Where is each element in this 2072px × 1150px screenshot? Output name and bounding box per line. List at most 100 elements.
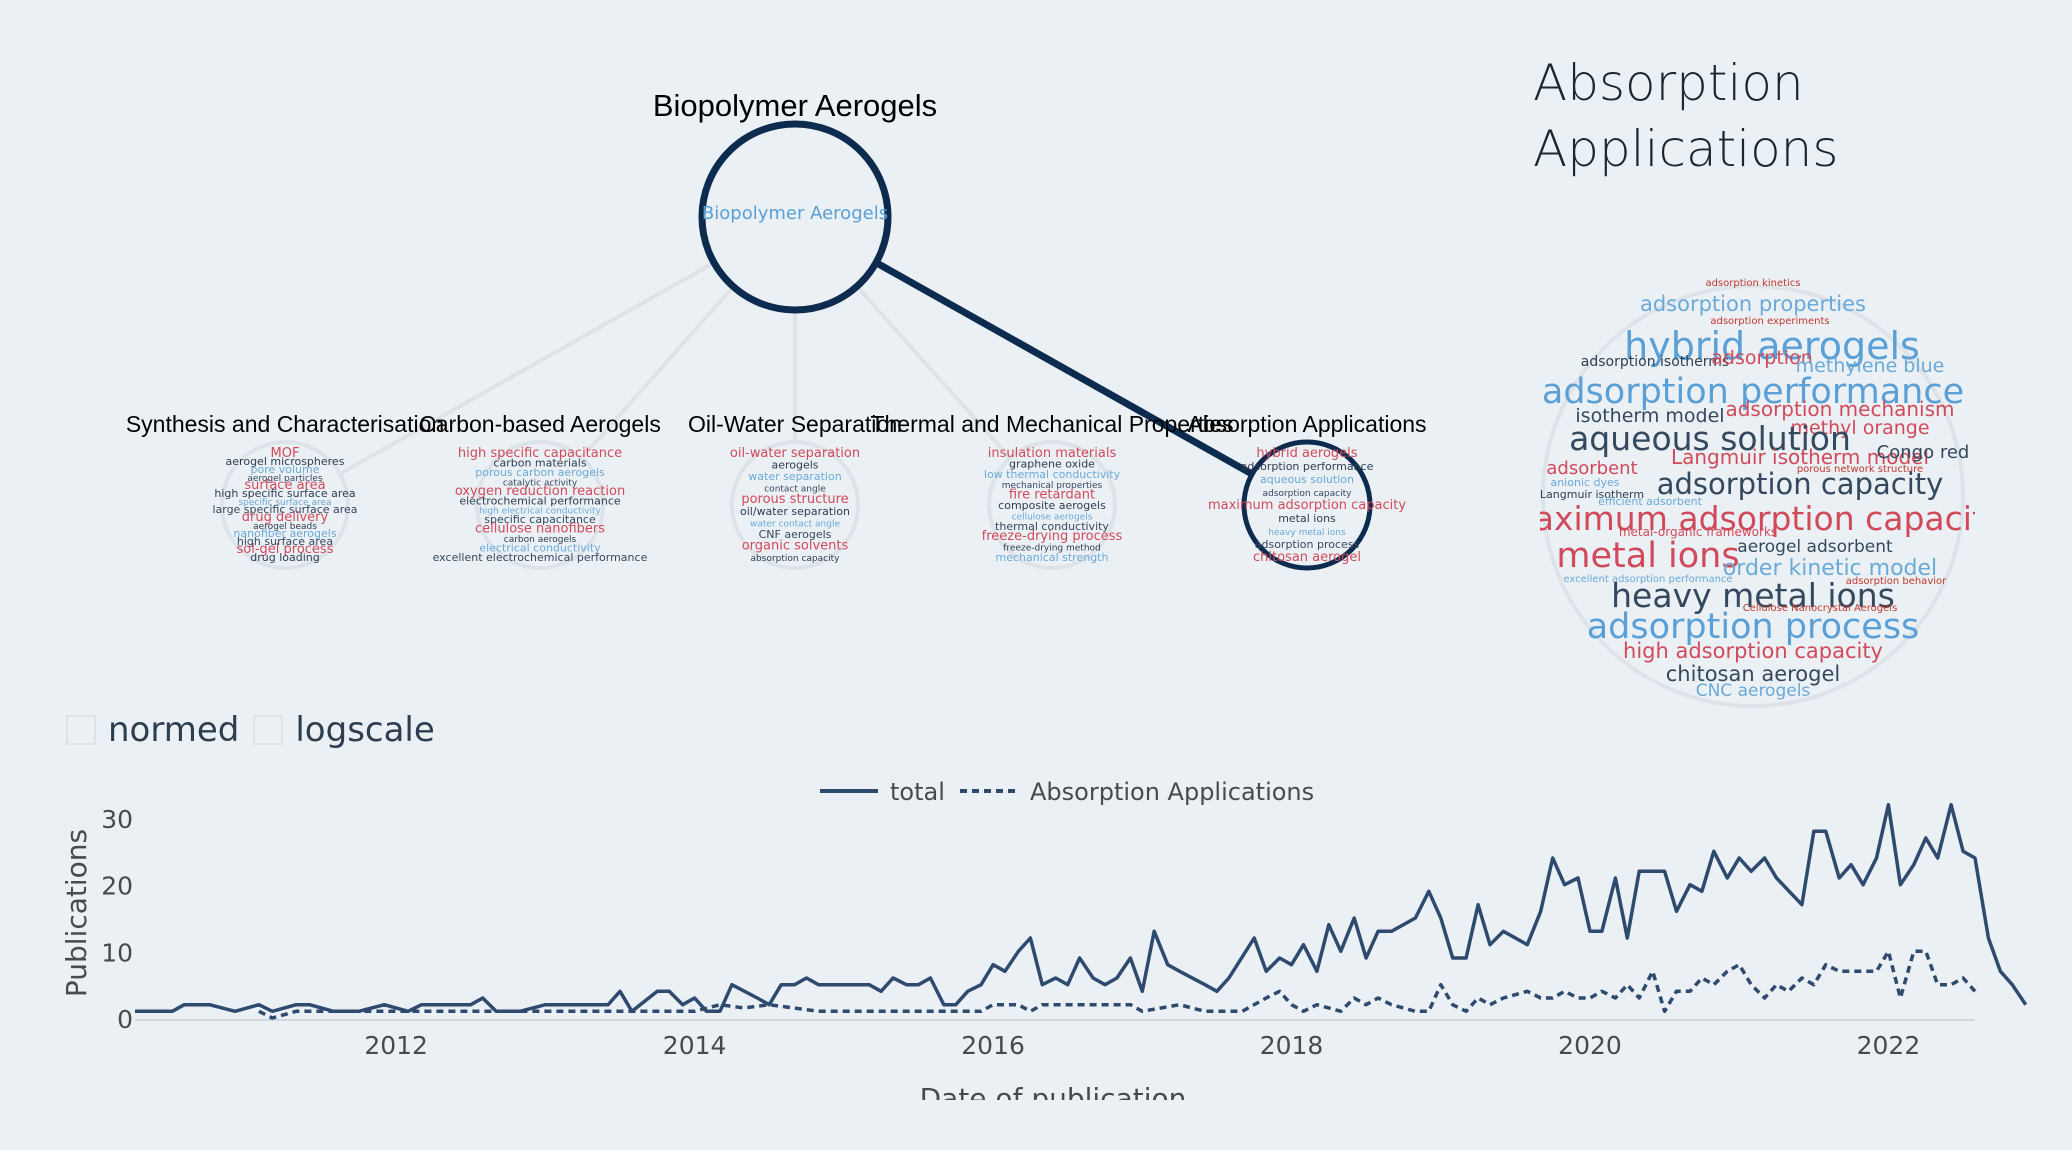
x-tick-label: 2020: [1558, 1031, 1622, 1060]
child-word: high surface area: [237, 535, 333, 548]
child-word: metal ions: [1278, 512, 1336, 525]
detail-word: adsorption capacity: [1657, 467, 1944, 501]
detail-word: chitosan aerogel: [1666, 662, 1840, 686]
child-word: drug loading: [250, 551, 319, 564]
detail-word: CNC aerogels: [1696, 681, 1811, 701]
x-tick-label: 2012: [364, 1031, 428, 1060]
detail-word: order kinetic model: [1723, 556, 1937, 581]
topic-tree: Biopolymer Aerogels Biopolymer Aerogels M…: [126, 88, 1427, 571]
y-tick-label: 10: [101, 938, 133, 967]
detail-word: aqueous solution: [1569, 419, 1851, 458]
child-word: electrochemical performance: [459, 494, 621, 507]
child-label: Synthesis and Characterisation: [126, 411, 444, 437]
child-word: high specific capacitance: [458, 446, 622, 461]
detail-word: adsorption properties: [1640, 292, 1866, 316]
detail-word: Langmuir isotherm: [1540, 488, 1644, 501]
y-axis-label: Publications: [60, 829, 93, 997]
child-word: fire retardant: [1009, 488, 1095, 503]
child-circle[interactable]: [475, 440, 605, 570]
detail-word: anionic dyes: [1550, 476, 1619, 489]
tree-link: [284, 215, 796, 507]
child-circle[interactable]: [1241, 439, 1373, 571]
logscale-label: logscale: [295, 710, 435, 750]
detail-word: maximum adsorption capacity: [1540, 499, 1975, 538]
child-word: chitosan aerogel: [1253, 550, 1361, 565]
child-word: freeze-drying method: [1003, 544, 1101, 554]
child-word: aerogels: [771, 459, 818, 472]
child-word: water separation: [748, 470, 841, 483]
detail-word: adsorption kinetics: [1705, 278, 1800, 289]
child-word: high specific surface area: [214, 487, 355, 500]
detail-word: aerogel adsorbent: [1737, 537, 1893, 557]
child-circle[interactable]: [730, 440, 860, 570]
child-word: aqueous solution: [1260, 473, 1354, 486]
child-word: catalytic activity: [503, 478, 578, 488]
child-word: heavy metal ions: [1268, 528, 1346, 538]
child-word: composite aerogels: [998, 499, 1106, 512]
child-label: Oil-Water Separation: [688, 411, 902, 437]
detail-word: adsorption isotherms: [1581, 354, 1729, 370]
child-word: maximum adsorption capacity: [1208, 498, 1406, 513]
detail-word: adsorption experiments: [1710, 316, 1829, 327]
normed-checkbox[interactable]: [66, 715, 96, 745]
child-word: electrical conductivity: [479, 542, 601, 555]
child-circle[interactable]: [987, 440, 1117, 570]
child-word: water contact angle: [750, 519, 840, 529]
child-word: mechanical strength: [996, 551, 1109, 564]
root-circle[interactable]: [698, 120, 892, 314]
detail-word: Cellulose Nanocrystal Aerogels: [1743, 603, 1898, 614]
detail-word: methylene blue: [1796, 355, 1945, 377]
detail-word: methyl orange: [1790, 417, 1929, 439]
detail-word: adsorbent: [1546, 458, 1637, 479]
detail-word: efficient adsorbent: [1598, 495, 1702, 508]
root-node[interactable]: Biopolymer Aerogels Biopolymer Aerogels: [653, 88, 937, 314]
detail-title: Absorption Applications: [1533, 54, 1839, 178]
child-word: high electrical conductivity: [479, 507, 601, 517]
child-word: excellent electrochemical performance: [433, 551, 648, 564]
chart-legend: total Absorption Applications: [820, 778, 1314, 806]
detail-word: high adsorption capacity: [1623, 639, 1883, 663]
child-word: carbon materials: [493, 456, 586, 469]
child-word: adsorption process: [1255, 538, 1360, 551]
y-tick-label: 0: [117, 1005, 133, 1034]
detail-word: Congo red: [1877, 442, 1970, 463]
x-axis-label: Date of publication: [920, 1082, 1187, 1100]
child-word: large specific surface area: [212, 503, 357, 516]
detail-word: metal ions: [1556, 536, 1739, 576]
child-word: aerogel beads: [253, 522, 317, 532]
child-word: nanofiber aerogels: [233, 527, 336, 540]
child-word: mechanical properties: [1002, 481, 1103, 491]
x-tick-label: 2016: [961, 1031, 1025, 1060]
detail-word: adsorption: [1711, 347, 1813, 369]
child-word: CNF aerogels: [759, 528, 832, 541]
normed-label: normed: [108, 710, 240, 750]
child-word: specific capacitance: [484, 513, 596, 526]
child-word: drug delivery: [242, 510, 329, 525]
child-word: cellulose aerogels: [1012, 512, 1093, 522]
detail-word: Langmuir isotherm model: [1671, 445, 1929, 469]
detail-word: heavy metal ions: [1611, 576, 1895, 615]
child-word: porous structure: [741, 492, 848, 507]
x-tick-label: 2018: [1260, 1031, 1324, 1060]
child-word: hybrid aerogels: [1256, 446, 1357, 461]
detail-word: excellent adsorption performance: [1563, 574, 1732, 585]
child-label: Thermal and Mechanical Properties: [870, 411, 1233, 437]
child-word: oil-water separation: [730, 446, 860, 461]
detail-word: adsorption process: [1587, 607, 1920, 647]
child-circle[interactable]: [220, 440, 350, 570]
child-word: surface area: [244, 478, 325, 493]
logscale-checkbox[interactable]: [253, 715, 284, 745]
detail-cloud-circle: [1541, 284, 1965, 708]
detail-word: metal-organic frameworks: [1619, 525, 1777, 539]
legend-label: Absorption Applications: [1030, 778, 1314, 806]
child-label: Absorption Applications: [1187, 411, 1426, 437]
child-word: low thermal conductivity: [984, 468, 1121, 481]
child-word: freeze-drying process: [982, 529, 1123, 544]
child-word: cellulose nanofibers: [475, 522, 605, 537]
detail-word: hybrid aerogels: [1624, 324, 1920, 368]
